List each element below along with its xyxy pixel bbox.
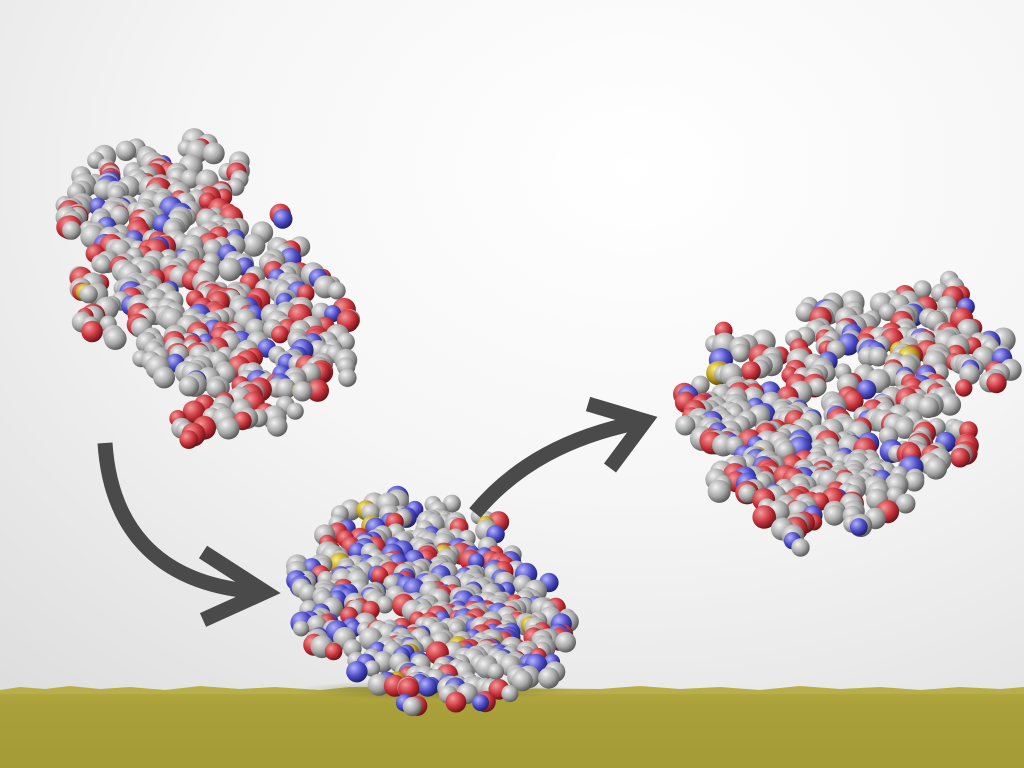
carbon-atom bbox=[894, 417, 916, 439]
carbon-atom bbox=[707, 479, 731, 503]
carbon-atom bbox=[376, 596, 394, 614]
arrow-adsorption bbox=[97, 442, 281, 627]
nitrogen-atom bbox=[272, 209, 293, 229]
carbon-atom bbox=[939, 393, 962, 416]
carbon-atom bbox=[217, 417, 240, 440]
oxygen-atom bbox=[842, 390, 864, 412]
protein-before-adsorption bbox=[55, 128, 361, 449]
oxygen-atom bbox=[955, 379, 973, 397]
nitrogen-atom bbox=[849, 518, 868, 536]
carbon-atom bbox=[895, 493, 916, 514]
carbon-atom bbox=[402, 697, 422, 717]
nitrogen-atom bbox=[472, 694, 489, 712]
carbon-atom bbox=[538, 667, 560, 689]
oxygen-atom bbox=[81, 320, 103, 343]
carbon-atom bbox=[275, 378, 297, 400]
carbon-atom bbox=[328, 281, 346, 300]
carbon-atom bbox=[62, 221, 81, 240]
carbon-atom bbox=[501, 684, 519, 703]
adsorbent-surface bbox=[0, 680, 1024, 768]
carbon-atom bbox=[511, 670, 533, 692]
carbon-atom bbox=[824, 504, 845, 526]
carbon-atom bbox=[178, 376, 200, 397]
oxygen-atom bbox=[986, 373, 1007, 394]
oxygen-atom bbox=[324, 642, 343, 661]
carbon-atom bbox=[338, 368, 357, 387]
carbon-atom bbox=[868, 346, 888, 367]
nitrogen-atom bbox=[856, 379, 877, 400]
carbon-atom bbox=[367, 673, 390, 696]
carbon-atom bbox=[913, 280, 932, 299]
oxygen-atom bbox=[445, 691, 467, 713]
carbon-atom bbox=[555, 631, 576, 653]
carbon-atom bbox=[924, 457, 948, 480]
carbon-atom bbox=[917, 396, 939, 419]
carbon-atom bbox=[675, 415, 696, 436]
carbon-atom bbox=[94, 256, 112, 274]
oxygen-atom bbox=[306, 379, 330, 402]
arrow-desorption bbox=[469, 396, 658, 518]
nitrogen-atom bbox=[346, 661, 368, 683]
carbon-atom bbox=[104, 327, 127, 351]
oxygen-atom bbox=[398, 677, 420, 699]
carbon-atom bbox=[487, 663, 505, 680]
carbon-atom bbox=[442, 494, 461, 513]
carbon-atom bbox=[738, 484, 757, 503]
carbon-atom bbox=[242, 233, 266, 257]
carbon-atom bbox=[292, 381, 313, 402]
carbon-atom bbox=[363, 660, 381, 677]
nitrogen-atom bbox=[417, 677, 438, 697]
oxygen-atom bbox=[950, 447, 970, 468]
oxygen-atom bbox=[370, 566, 389, 585]
carbon-atom bbox=[286, 402, 304, 420]
oxygen-atom bbox=[752, 505, 776, 529]
carbon-atom bbox=[202, 142, 225, 165]
oxygen-atom bbox=[271, 325, 289, 344]
protein-adsorbed bbox=[286, 485, 579, 717]
carbon-atom bbox=[808, 378, 827, 397]
carbon-atom bbox=[218, 257, 242, 282]
carbon-atom bbox=[904, 471, 925, 492]
carbon-atom bbox=[79, 285, 98, 304]
carbon-atom bbox=[791, 538, 810, 557]
carbon-atom bbox=[731, 343, 750, 363]
carbon-atom bbox=[153, 366, 176, 389]
oxygen-atom bbox=[740, 361, 761, 382]
protein-after-desorption bbox=[673, 270, 1022, 557]
carbon-atom bbox=[115, 140, 137, 161]
carbon-atom bbox=[293, 620, 310, 637]
oxygen-atom bbox=[179, 430, 199, 449]
carbon-atom bbox=[266, 416, 288, 437]
